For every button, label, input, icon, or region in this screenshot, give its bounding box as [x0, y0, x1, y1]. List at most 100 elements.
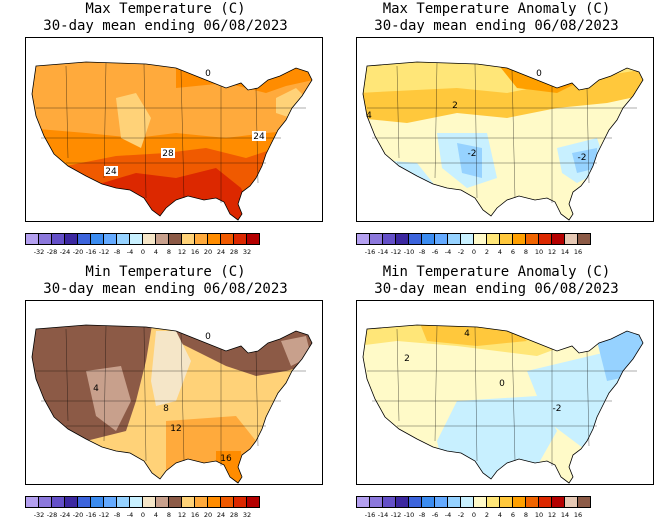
color-scale-label: -4: [444, 248, 452, 256]
color-scale-swatch: [356, 496, 370, 508]
color-scale-label: -14: [377, 248, 389, 256]
color-scale-label: 12: [177, 248, 187, 256]
us-map: 2 0 -2 4: [356, 300, 654, 485]
color-scale-label: -4: [126, 511, 134, 519]
color-scale-swatch: [142, 233, 156, 245]
color-scale-swatch: [51, 233, 65, 245]
color-scale-label: -12: [98, 511, 110, 519]
color-scale-label: -16: [364, 248, 376, 256]
color-scale-label: -28: [46, 511, 58, 519]
map-label: 8: [163, 404, 169, 414]
color-scale-swatch: [369, 233, 383, 245]
color-scale-label: 32: [242, 511, 252, 519]
color-scale-label: 20: [203, 248, 213, 256]
color-scale-label: -20: [72, 248, 84, 256]
map-label: 2: [452, 101, 458, 111]
panel-max-temperature: Max Temperature (C) 30-day mean ending 0…: [0, 0, 331, 263]
map-label: -2: [553, 404, 562, 414]
color-scale-swatch: [220, 233, 234, 245]
color-scale-label: -16: [85, 248, 97, 256]
color-scale-label: -6: [431, 511, 439, 519]
color-scale-swatch: [421, 496, 435, 508]
color-scale-label: -12: [390, 511, 402, 519]
color-scale-labels: -32 -28 -24 -20 -16 -12 -8 -4 0 4 8 12 16 20 24 28 32: [25, 248, 325, 258]
color-scale-label: 16: [573, 511, 583, 519]
color-scale-label: 0: [140, 248, 146, 256]
map-label: 12: [170, 424, 181, 434]
color-scale-label: -2: [457, 511, 465, 519]
color-scale-label: -10: [403, 248, 415, 256]
color-scale-swatch: [525, 233, 539, 245]
color-scale-swatch: [525, 496, 539, 508]
color-scale-label: -20: [72, 511, 84, 519]
color-scale-label: 14: [560, 248, 570, 256]
panel-subtitle: 30-day mean ending 06/08/2023: [43, 18, 288, 34]
color-scale: [356, 233, 591, 245]
color-scale-swatch: [577, 233, 591, 245]
color-scale-swatch: [90, 233, 104, 245]
color-scale-swatch: [25, 233, 39, 245]
color-scale-label: -6: [431, 248, 439, 256]
color-scale-swatch: [181, 496, 195, 508]
color-scale-swatch: [564, 233, 578, 245]
color-scale-swatch: [38, 233, 52, 245]
color-scale-label: 0: [471, 248, 477, 256]
color-scale-swatch: [64, 496, 78, 508]
map-label: 4: [366, 111, 372, 121]
color-scale-swatch: [408, 233, 422, 245]
color-scale-label: -8: [113, 248, 121, 256]
color-scale-label: 32: [242, 248, 252, 256]
map-label: 16: [220, 454, 232, 464]
color-scale-swatch: [246, 233, 260, 245]
color-scale-labels: -16 -14 -12 -10 -8 -6 -4 -2 0 2 4 6 8 10 12 14 16: [356, 248, 656, 258]
color-scale-swatch: [103, 496, 117, 508]
color-scale-swatch: [473, 496, 487, 508]
color-scale-label: 2: [484, 511, 490, 519]
color-scale-label: 16: [573, 248, 583, 256]
color-scale-label: -28: [46, 248, 58, 256]
color-scale-swatch: [447, 233, 461, 245]
color-scale-labels: -16 -14 -12 -10 -8 -6 -4 -2 0 2 4 6 8 10 12 14 16: [356, 511, 656, 521]
color-scale-swatch: [77, 233, 91, 245]
color-scale-swatch: [460, 233, 474, 245]
color-scale-label: 4: [153, 511, 159, 519]
color-scale-swatch: [246, 496, 260, 508]
color-scale-swatch: [207, 496, 221, 508]
color-scale-label: 4: [497, 248, 503, 256]
color-scale-swatch: [421, 233, 435, 245]
color-scale-swatch: [233, 233, 247, 245]
color-scale-swatch: [25, 496, 39, 508]
color-scale-swatch: [369, 496, 383, 508]
color-scale: [25, 496, 260, 508]
panel-subtitle: 30-day mean ending 06/08/2023: [374, 18, 619, 34]
map-label: 28: [162, 149, 174, 159]
color-scale-swatch: [538, 233, 552, 245]
color-scale-swatch: [77, 496, 91, 508]
color-scale-label: 24: [216, 248, 226, 256]
color-scale-swatch: [90, 496, 104, 508]
color-scale-swatch: [434, 233, 448, 245]
map-label: 0: [536, 69, 542, 79]
color-scale-swatch: [194, 233, 208, 245]
color-scale-label: 6: [510, 248, 516, 256]
color-scale-swatch: [103, 233, 117, 245]
color-scale-label: 4: [497, 511, 503, 519]
color-scale-swatch: [220, 496, 234, 508]
color-scale-swatch: [64, 233, 78, 245]
map-label: 4: [93, 384, 99, 394]
map-label: -2: [468, 149, 477, 159]
color-scale-label: -2: [457, 248, 465, 256]
color-scale-swatch: [382, 233, 396, 245]
color-scale-swatch: [460, 496, 474, 508]
color-scale-swatch: [116, 496, 130, 508]
panel-min-temperature: Min Temperature (C) 30-day mean ending 0…: [0, 263, 331, 526]
color-scale: [356, 496, 591, 508]
color-scale: [25, 233, 260, 245]
color-scale-swatch: [168, 233, 182, 245]
color-scale-swatch: [538, 496, 552, 508]
color-scale-label: -32: [33, 511, 45, 519]
color-scale-swatch: [155, 233, 169, 245]
us-map: 24 24 28 0: [25, 37, 323, 222]
map-label: 2: [404, 354, 410, 364]
color-scale-label: 12: [177, 511, 187, 519]
